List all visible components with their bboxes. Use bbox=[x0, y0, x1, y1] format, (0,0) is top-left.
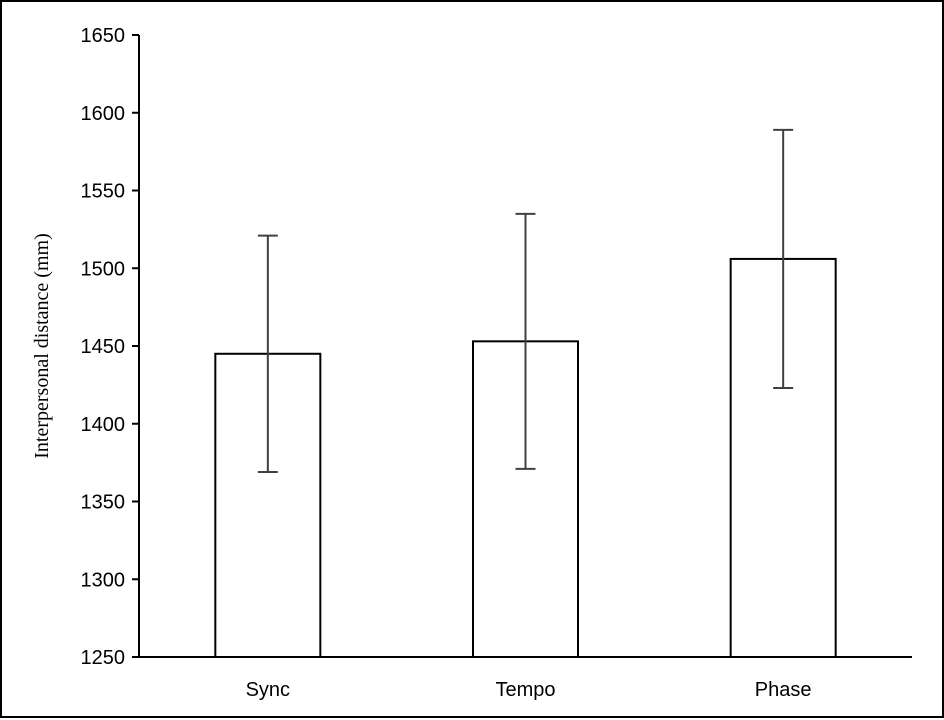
y-axis: 1250 1300 1350 1400 1450 1500 1550 1600 1650 bbox=[81, 25, 140, 669]
x-axis: Sync Tempo Phase bbox=[132, 656, 912, 701]
y-tick-label: 1600 bbox=[81, 103, 126, 125]
y-tick-label: 1550 bbox=[81, 181, 126, 203]
error-bars bbox=[257, 128, 794, 473]
y-tick-label: 1500 bbox=[81, 258, 126, 280]
y-tick-label: 1650 bbox=[81, 25, 126, 47]
y-tick-label: 1400 bbox=[81, 414, 126, 436]
y-tick-label: 1450 bbox=[81, 336, 126, 358]
x-tick-label-phase: Phase bbox=[755, 679, 812, 701]
x-tick-label-sync: Sync bbox=[246, 679, 290, 701]
x-tick-label-tempo: Tempo bbox=[495, 679, 555, 701]
y-axis-title: Interpersonal distance (mm) bbox=[31, 233, 53, 458]
y-tick-label: 1250 bbox=[81, 647, 126, 669]
y-tick-label: 1300 bbox=[81, 569, 126, 591]
y-tick-label: 1350 bbox=[81, 492, 126, 514]
